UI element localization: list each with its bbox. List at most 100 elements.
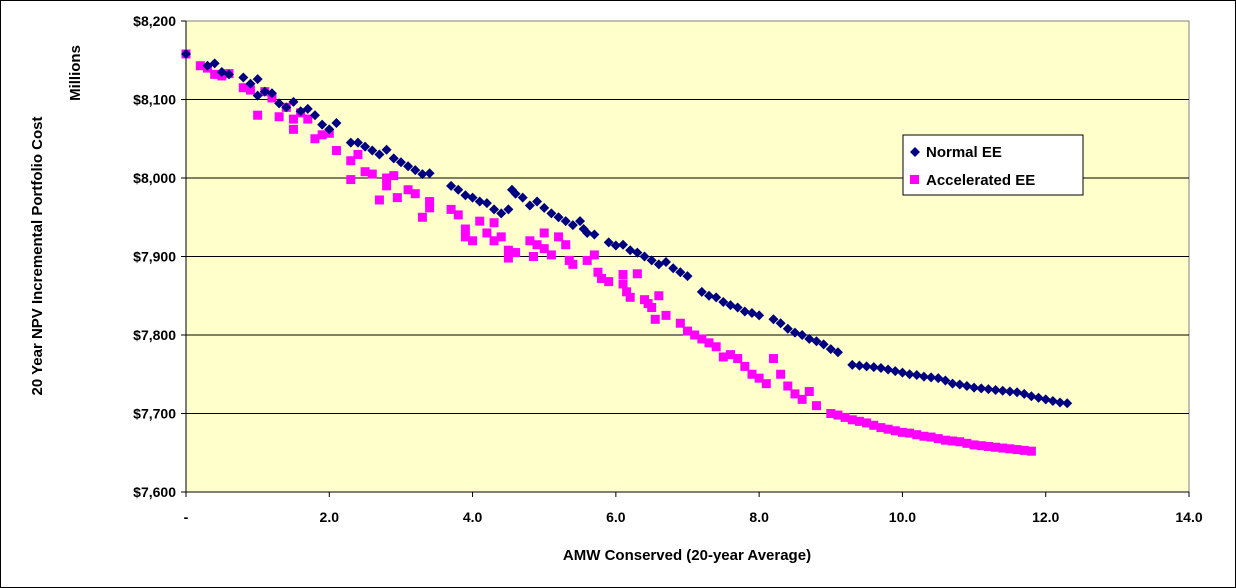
x-tick-label: 2.0 [320,509,340,525]
data-point-square [683,326,692,336]
data-point-square [238,83,248,93]
data-point-diamond [589,229,600,240]
data-point-square [940,435,950,445]
data-point-square [460,224,470,234]
data-point-square [331,146,341,156]
data-point-square [991,442,1001,452]
data-point-diamond [374,149,385,160]
data-point-square [546,250,556,260]
data-point-diamond [424,168,435,179]
y-axis-title: 20 Year NPV Incremental Portfolio Cost [29,117,46,396]
data-point-diamond [245,78,256,89]
data-point-diamond [818,339,829,350]
data-point-square [597,273,607,283]
data-point-square [740,361,750,371]
data-point-diamond [954,379,965,390]
data-point-diamond [223,69,234,80]
data-point-square [210,69,220,79]
data-point-diamond [381,144,392,155]
data-point-diamond [918,371,929,382]
data-point-square [532,240,542,250]
data-point-diamond [639,251,650,262]
data-point-diamond [703,290,714,301]
data-point-diamond [274,98,285,109]
data-point-square [862,418,872,428]
data-point-square [718,352,728,362]
data-point-diamond [711,292,722,303]
data-point-square [539,228,549,238]
data-point-square [1012,445,1022,455]
x-tick-label: 14.0 [1175,509,1202,525]
data-point-square [589,250,599,260]
series-accelerated-ee [181,49,1036,456]
legend-label-normal: Normal EE [926,144,1002,161]
legend: Normal EE Accelerated EE [902,134,1084,196]
data-point-diamond [883,364,894,375]
data-point-diamond [288,96,299,107]
data-point-diamond [281,102,292,113]
data-point-diamond [1040,394,1051,405]
data-point-square [840,412,850,422]
data-point-diamond [302,103,313,114]
data-point-square [854,416,864,426]
data-point-diamond [875,362,886,373]
data-point-square [622,287,632,297]
data-point-square [489,236,499,246]
data-point-square [811,401,821,411]
y-tick-label: $8,200 [133,13,176,29]
data-point-square [783,381,793,391]
data-point-diamond [575,216,586,227]
data-point-diamond [209,58,220,69]
data-point-square [632,269,642,279]
data-point-square [625,292,635,302]
data-point-square [1026,446,1036,456]
data-point-square [195,61,205,71]
data-point-square [253,110,263,120]
data-point-diamond [603,237,614,248]
y-tick-label: $8,000 [133,170,176,186]
data-point-square [382,173,392,183]
data-point-square [446,204,456,214]
data-point-diamond [510,188,521,199]
data-point-diamond [696,286,707,297]
data-point-diamond [854,360,865,371]
data-point-square [948,436,958,446]
data-point-diamond [754,310,765,321]
data-point-diamond [481,198,492,209]
data-point-diamond [682,271,693,282]
y-tick-label: $7,900 [133,249,176,265]
data-point-square [919,431,929,441]
data-point-square [618,270,628,280]
data-point-square [890,426,900,436]
data-point-square [976,441,986,451]
data-point-square [374,195,384,205]
data-point-diamond [546,208,557,219]
data-point-square [503,245,513,255]
data-point-square [503,253,513,263]
data-point-square [425,203,435,213]
data-point-square [905,428,915,438]
data-point-diamond [1055,397,1066,408]
data-point-square [496,232,506,242]
x-axis-title: AMW Conserved (20-year Average) [563,547,811,564]
data-point-diamond [890,366,901,377]
data-point-diamond [360,141,371,152]
data-point-diamond [496,208,507,219]
x-tick-label: 6.0 [606,509,626,525]
data-point-square [403,185,413,195]
data-point-diamond [768,314,779,325]
data-point-square [704,338,714,348]
data-point-diamond [202,60,213,71]
data-point-square [869,420,879,430]
data-point-square [389,171,399,181]
data-point-diamond [503,204,514,215]
data-point-diamond [367,145,378,156]
data-point-diamond [532,196,543,207]
data-point-diamond [567,220,578,231]
data-point-square [804,387,814,397]
data-point-square [1005,444,1015,454]
data-point-square [797,394,807,404]
data-point-diamond [467,192,478,203]
